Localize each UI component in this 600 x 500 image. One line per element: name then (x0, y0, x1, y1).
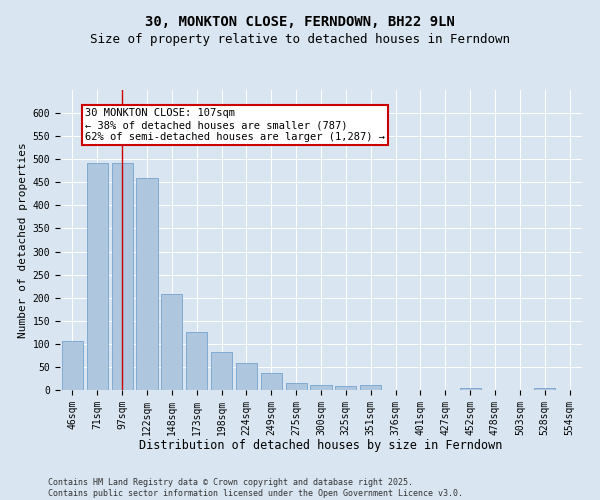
Bar (62, 340, 83, 390)
Text: 30, MONKTON CLOSE, FERNDOWN, BH22 9LN: 30, MONKTON CLOSE, FERNDOWN, BH22 9LN (145, 15, 455, 29)
Bar (211, 352, 232, 390)
Bar (136, 178, 158, 390)
Y-axis label: Number of detached properties: Number of detached properties (19, 142, 28, 338)
Bar (460, 388, 481, 390)
X-axis label: Distribution of detached houses by size in Ferndown: Distribution of detached houses by size … (139, 439, 503, 452)
Bar (360, 386, 381, 390)
Text: Size of property relative to detached houses in Ferndown: Size of property relative to detached ho… (90, 32, 510, 46)
Bar (236, 363, 257, 390)
Bar (534, 388, 555, 390)
Bar (261, 373, 282, 390)
Text: Contains HM Land Registry data © Crown copyright and database right 2025.
Contai: Contains HM Land Registry data © Crown c… (48, 478, 463, 498)
Bar (87, 163, 108, 390)
Bar (335, 386, 356, 390)
Bar (286, 383, 307, 390)
Text: 30 MONKTON CLOSE: 107sqm
← 38% of detached houses are smaller (787)
62% of semi-: 30 MONKTON CLOSE: 107sqm ← 38% of detach… (85, 108, 385, 142)
Bar (112, 163, 133, 390)
Bar (186, 332, 207, 390)
Bar (310, 386, 332, 390)
Bar (161, 294, 182, 390)
